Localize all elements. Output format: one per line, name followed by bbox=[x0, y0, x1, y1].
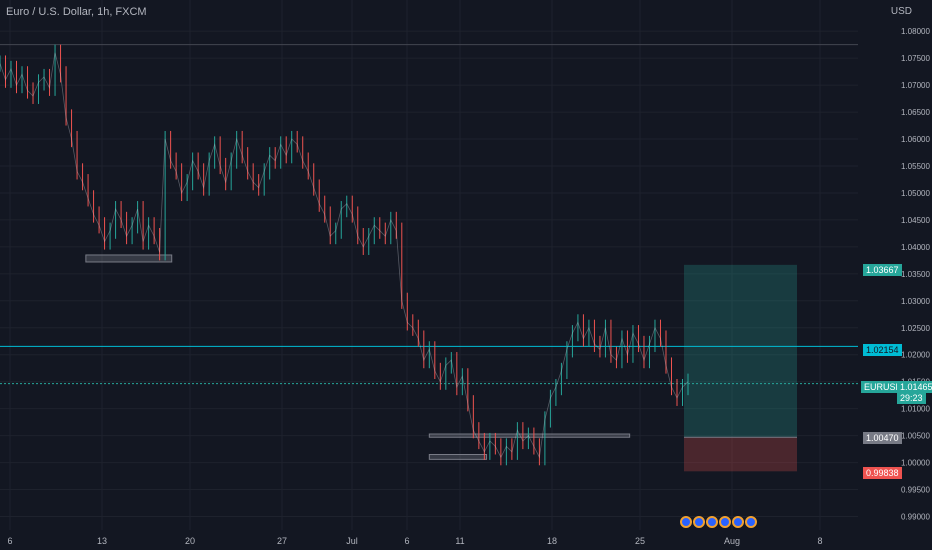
y-tick-label: 1.00500 bbox=[901, 432, 930, 441]
y-tick-label: 1.01000 bbox=[901, 405, 930, 414]
flag-icon[interactable] bbox=[680, 516, 692, 528]
x-tick-label: 18 bbox=[547, 536, 557, 546]
x-tick-label: 27 bbox=[277, 536, 287, 546]
dollar-icon[interactable] bbox=[732, 516, 744, 528]
y-tick-label: 1.02500 bbox=[901, 324, 930, 333]
x-tick-label: 6 bbox=[404, 536, 409, 546]
y-tick-label: 1.03500 bbox=[901, 270, 930, 279]
x-tick-label: Jul bbox=[346, 536, 358, 546]
y-tick-label: 1.03000 bbox=[901, 297, 930, 306]
hline-price-tag: 1.02154 bbox=[863, 344, 902, 356]
countdown-tag: 29:23 bbox=[897, 392, 926, 404]
x-tick-label: Aug bbox=[724, 536, 740, 546]
entry-price-tag: 1.00470 bbox=[863, 432, 902, 444]
dollar-icon[interactable] bbox=[745, 516, 757, 528]
last-price-tag: 1.01465 bbox=[897, 381, 932, 393]
x-tick-label: 25 bbox=[635, 536, 645, 546]
x-tick-label: 13 bbox=[97, 536, 107, 546]
y-tick-label: 1.06000 bbox=[901, 135, 930, 144]
long-position-tool bbox=[684, 264, 797, 472]
zone-box bbox=[85, 254, 173, 263]
x-tick-label: 6 bbox=[7, 536, 12, 546]
x-tick-label: 8 bbox=[817, 536, 822, 546]
x-tick-label: 20 bbox=[185, 536, 195, 546]
flag-icon[interactable] bbox=[719, 516, 731, 528]
y-tick-label: 1.04000 bbox=[901, 243, 930, 252]
dollar-icon[interactable] bbox=[693, 516, 705, 528]
profit-zone bbox=[684, 264, 797, 438]
y-tick-label: 1.05000 bbox=[901, 189, 930, 198]
y-tick-label: 1.07500 bbox=[901, 54, 930, 63]
dollar-icon[interactable] bbox=[706, 516, 718, 528]
y-tick-label: 1.08000 bbox=[901, 27, 930, 36]
y-tick-label: 0.99500 bbox=[901, 486, 930, 495]
zone-box bbox=[428, 454, 488, 460]
x-tick-label: 11 bbox=[455, 536, 464, 546]
price-series bbox=[0, 44, 689, 466]
sl-price-tag: 0.99838 bbox=[863, 467, 902, 479]
y-tick-label: 1.00000 bbox=[901, 459, 930, 468]
zone-box bbox=[428, 433, 631, 438]
y-tick-label: 1.04500 bbox=[901, 216, 930, 225]
y-tick-label: 1.06500 bbox=[901, 108, 930, 117]
support-zones bbox=[85, 254, 631, 460]
time-axis: 6 13 20 27 Jul 6 11 18 25 Aug 8 bbox=[7, 536, 822, 546]
currency-label: USD bbox=[890, 6, 912, 17]
y-tick-label: 0.99000 bbox=[901, 513, 930, 522]
y-tick-label: 1.07000 bbox=[901, 81, 930, 90]
y-tick-label: 1.05500 bbox=[901, 162, 930, 171]
tp-price-tag: 1.03667 bbox=[863, 264, 902, 276]
price-line bbox=[0, 52, 689, 459]
symbol-tag: EURUSD bbox=[861, 381, 906, 393]
loss-zone bbox=[684, 437, 797, 472]
symbol-title[interactable]: Euro / U.S. Dollar, 1h, FXCM bbox=[6, 6, 147, 18]
y-tick-label: 1.02000 bbox=[901, 351, 930, 360]
